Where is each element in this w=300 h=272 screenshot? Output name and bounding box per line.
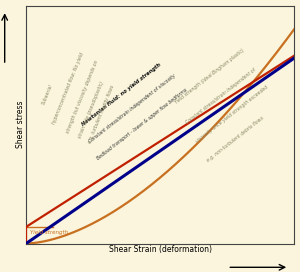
Text: e.g. turbulent muddy flows: e.g. turbulent muddy flows bbox=[88, 84, 116, 144]
Text: Bedload transport - lower & upper flow bedforms: Bedload transport - lower & upper flow b… bbox=[96, 88, 188, 161]
Text: Yield strength: Yield strength bbox=[30, 230, 68, 235]
X-axis label: Shear Strain (deformation): Shear Strain (deformation) bbox=[109, 245, 212, 254]
Text: viscosity once yield strength exceeded: viscosity once yield strength exceeded bbox=[195, 84, 269, 144]
Text: Yield strength (ideal-Bingham plastic): Yield strength (ideal-Bingham plastic) bbox=[174, 48, 245, 106]
Text: hyperconcentrated flow: No yield: hyperconcentrated flow: No yield bbox=[52, 51, 85, 125]
Text: strain rate (pseudoplastic): strain rate (pseudoplastic) bbox=[77, 81, 105, 139]
Text: Constant stress/strain independent of viscosity: Constant stress/strain independent of vi… bbox=[88, 73, 177, 144]
Text: strength but viscosity depends on: strength but viscosity depends on bbox=[65, 59, 99, 134]
Text: e.g. non-turbulent debris flows: e.g. non-turbulent debris flows bbox=[206, 115, 265, 163]
Y-axis label: Shear stress: Shear stress bbox=[16, 101, 25, 148]
Text: Constant stress/strain independent of: Constant stress/strain independent of bbox=[184, 67, 256, 125]
Text: Newtonian fluid: no yield strength: Newtonian fluid: no yield strength bbox=[81, 62, 162, 127]
Text: Subaerial: Subaerial bbox=[41, 84, 54, 106]
